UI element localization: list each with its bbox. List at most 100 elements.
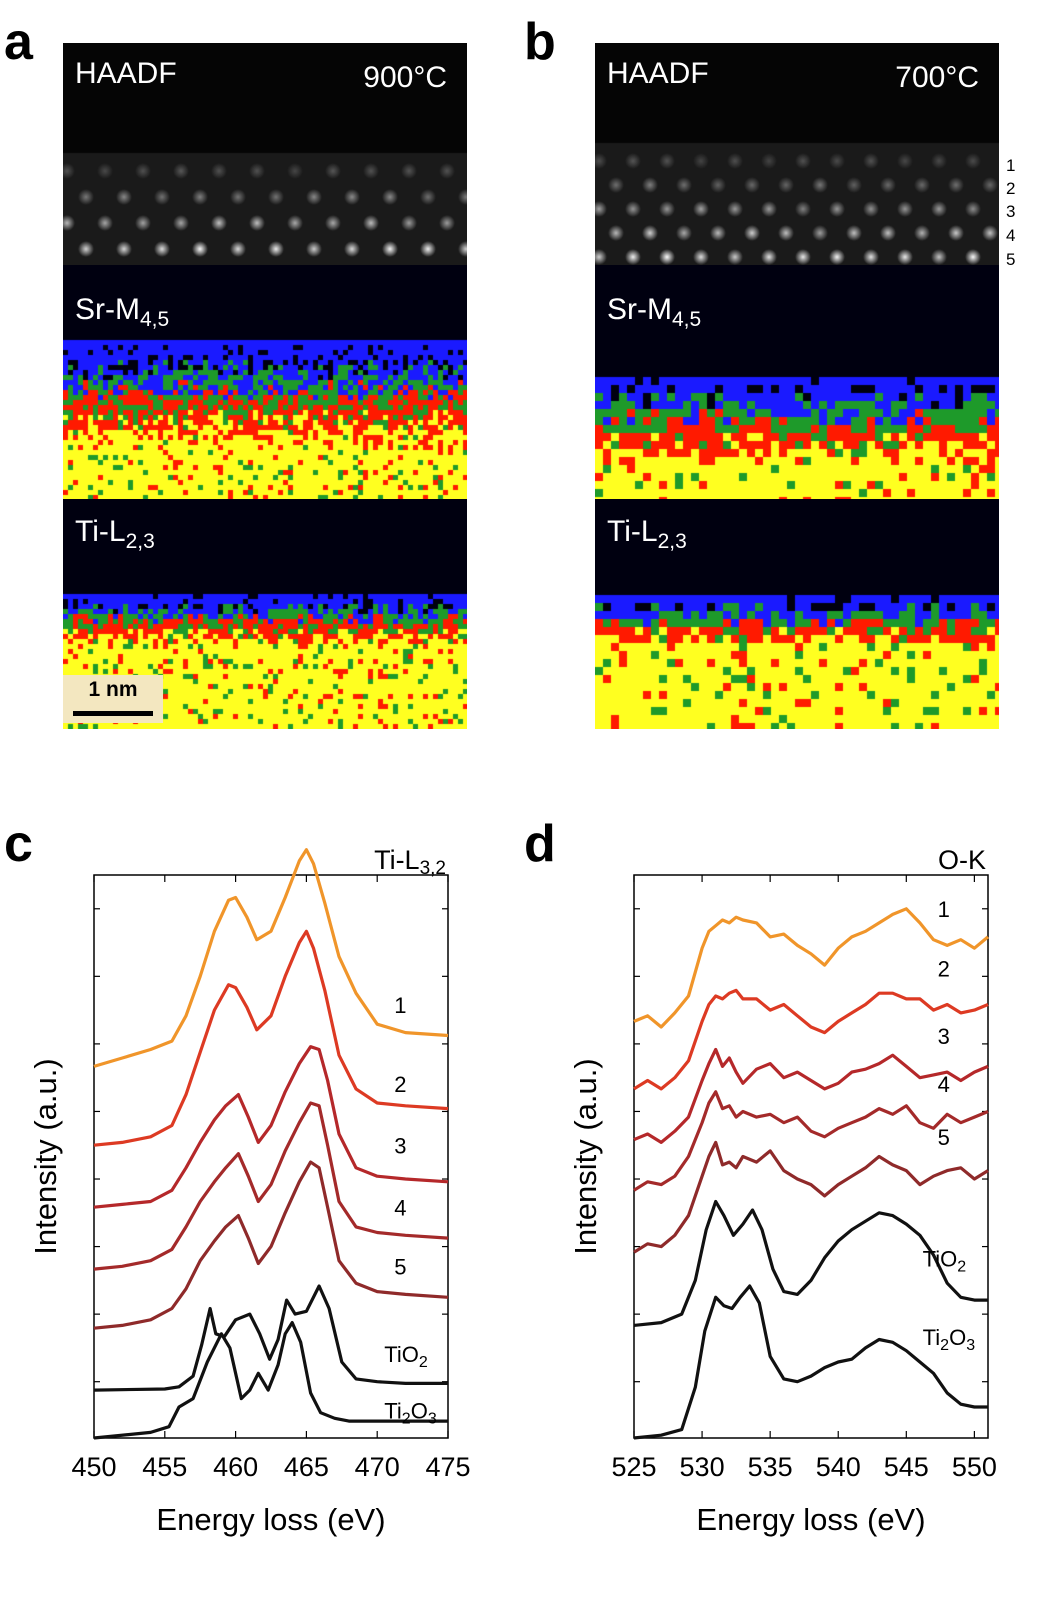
series-label-tail: O	[411, 1398, 428, 1423]
ti-label-sub-b: 2,3	[657, 530, 687, 553]
x-tick-label: 535	[748, 1452, 793, 1482]
haadf-label-a: HAADF	[75, 57, 177, 90]
x-tick-label: 540	[816, 1452, 861, 1482]
series-line-Ti2O3	[93, 1321, 448, 1440]
series-label-5: 5	[938, 1125, 950, 1150]
series-label-Ti2O3: Ti2O3	[923, 1325, 976, 1354]
series-label-TiO2: TiO2	[384, 1342, 428, 1371]
series-label-1: 1	[938, 897, 950, 922]
series-line-2	[633, 988, 989, 1091]
series-line-5	[93, 1160, 449, 1330]
series-line-5	[633, 1140, 989, 1254]
scale-bar: 1 nm	[63, 675, 163, 723]
series-label-text: 3	[394, 1134, 406, 1159]
series-line-2	[93, 929, 449, 1147]
x-tick-label: 465	[284, 1452, 329, 1482]
series-line-1	[633, 907, 990, 1029]
o-k-spectra-chart: 525 530 535 540 545 550 Energy loss (eV) Intens…	[568, 845, 997, 1537]
y-axis-label: Intensity (a.u.)	[28, 1058, 63, 1254]
series-line-3	[633, 1047, 989, 1144]
series-label-4: 4	[394, 1196, 406, 1221]
temperature-label-b: 700°C	[895, 61, 979, 94]
x-tick-label: 455	[142, 1452, 187, 1482]
x-tick-label: 470	[355, 1452, 400, 1482]
ti-label-base-a: Ti-L	[75, 515, 126, 548]
sr-label-sub-b: 4,5	[671, 308, 702, 331]
series-label-2: 2	[394, 1072, 406, 1097]
series-label-sub: 2	[957, 1258, 966, 1275]
haadf-label-b: HAADF	[607, 57, 709, 90]
layer-number: 3	[1006, 202, 1016, 221]
x-tick-label: 525	[611, 1452, 656, 1482]
temperature-label-a: 900°C	[363, 61, 447, 94]
layer-number: 2	[1006, 179, 1016, 198]
ti-label-a: Ti-L2,3	[75, 515, 155, 553]
scale-bar-label: 1 nm	[88, 678, 138, 701]
series-label-5: 5	[394, 1255, 406, 1280]
panel-b-haadf-image: HAADF 700°C	[595, 43, 999, 265]
series-line-1	[93, 848, 449, 1068]
sr-label-a: Sr-M4,5	[75, 293, 170, 331]
series-label-2: 2	[938, 956, 950, 981]
x-tick-label: 450	[71, 1452, 116, 1482]
layer-number: 5	[1006, 250, 1016, 269]
panel-b-sr-map: Sr-M4,5	[595, 265, 999, 499]
series-label-sub: 2	[940, 1337, 949, 1354]
series-label-text: 1	[394, 993, 406, 1018]
series-label-sub: 2	[419, 1354, 428, 1371]
sr-label-base-b: Sr-M	[607, 293, 672, 326]
ti-label-base-b: Ti-L	[607, 515, 658, 548]
series-label-text: 1	[938, 897, 950, 922]
series-line-4	[633, 1090, 989, 1192]
series-label-text: 2	[394, 1072, 406, 1097]
panel-letter-c: c	[4, 815, 33, 873]
series-line-4	[93, 1101, 449, 1271]
layer-number: 1	[1006, 156, 1016, 175]
ti-l-spectra-chart: 450 455 460 465 470 475 Energy loss (eV) Intens…	[28, 845, 470, 1537]
layer-number: 4	[1006, 226, 1016, 245]
x-axis-label: Energy loss (eV)	[156, 1502, 385, 1537]
series-line-TiO2	[633, 1199, 988, 1327]
y-axis-label: Intensity (a.u.)	[568, 1058, 603, 1254]
series-label-text: 4	[938, 1072, 950, 1097]
plot-frame	[93, 874, 449, 1439]
sr-label-base-a: Sr-M	[75, 293, 140, 326]
sr-map-canvas-b	[595, 265, 999, 499]
series-label-3: 3	[394, 1134, 406, 1159]
chart-title: O-K	[938, 845, 986, 875]
x-tick-label: 460	[213, 1452, 258, 1482]
series-label-text: 4	[394, 1196, 406, 1221]
series-label-tail: O	[949, 1325, 966, 1350]
haadf-canvas-b	[595, 43, 999, 265]
panel-a-maps: HAADF 900°C Sr-M4,5 Ti-L2,3 1 nm	[63, 43, 467, 729]
ti-label-sub-a: 2,3	[125, 530, 155, 553]
chart-title-sub: 3,2	[420, 858, 446, 879]
sr-map-canvas-a	[63, 265, 467, 499]
panel-b-maps: HAADF 700°C Sr-M4,5 Ti-L2,3	[595, 43, 999, 729]
haadf-canvas-a	[63, 43, 467, 265]
panel-a-haadf-image: HAADF 900°C	[63, 43, 467, 265]
series-line-Ti2O3	[633, 1284, 988, 1440]
series-label-text: 3	[938, 1024, 950, 1049]
series-label-TiO2: TiO2	[923, 1246, 967, 1275]
series-label-text: 5	[938, 1125, 950, 1150]
series-label-Ti2O3: Ti2O3	[384, 1398, 437, 1427]
series-label-sub2: 3	[966, 1337, 975, 1354]
series-label-sub: 2	[402, 1410, 411, 1427]
series-label-1: 1	[394, 993, 406, 1018]
panel-letter-a: a	[4, 13, 33, 71]
x-axis-label: Energy loss (eV)	[696, 1502, 925, 1537]
series-label-4: 4	[938, 1072, 950, 1097]
chart-title: Ti-L3,2	[374, 845, 446, 879]
series-label-text: 2	[938, 956, 950, 981]
sr-label-sub-a: 4,5	[139, 308, 170, 331]
panel-a-sr-map: Sr-M4,5	[63, 265, 467, 499]
x-tick-label: 530	[680, 1452, 725, 1482]
series-label-3: 3	[938, 1024, 950, 1049]
series-line-TiO2	[93, 1284, 448, 1392]
series-label-text: Ti	[923, 1325, 941, 1350]
scale-bar-line	[73, 711, 153, 716]
x-tick-label: 475	[425, 1452, 470, 1482]
series-label-text: TiO	[923, 1246, 958, 1271]
x-tick-label: 545	[884, 1452, 929, 1482]
